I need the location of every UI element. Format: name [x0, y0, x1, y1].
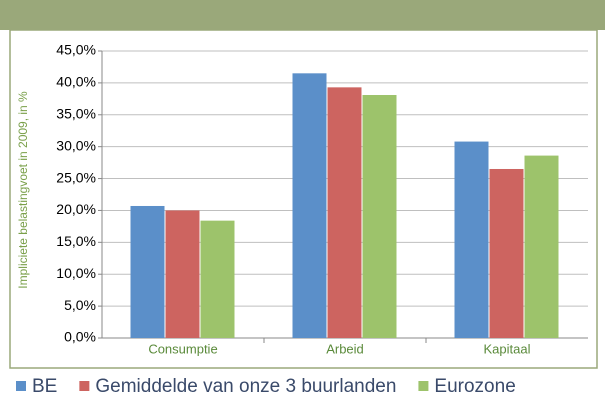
y-tick-label: 15,0% [56, 233, 96, 249]
frame [9, 29, 598, 369]
y-tick-label: 20,0% [56, 201, 96, 217]
x-tick-label: Consumptie [148, 341, 217, 356]
bar [489, 168, 524, 338]
legend-swatch [16, 381, 26, 391]
bar [327, 87, 362, 338]
x-tick-label: Kapitaal [484, 341, 531, 356]
y-tick-label: 45,0% [56, 42, 96, 58]
bar [524, 155, 559, 338]
bar [362, 95, 397, 338]
y-axis-label: Impliciete belastingvoet in 2009, in % [16, 91, 30, 289]
y-tick-label: 5,0% [64, 297, 96, 313]
y-tick-label: 40,0% [56, 74, 96, 90]
bar [165, 210, 200, 338]
bar [200, 220, 235, 338]
legend-swatch [418, 381, 429, 391]
x-tick-label: Arbeid [326, 341, 364, 356]
header-band [0, 0, 605, 30]
legend-label: Eurozone [434, 376, 515, 397]
bar [454, 141, 489, 338]
legend-label: Gemiddelde van onze 3 buurlanden [95, 376, 396, 397]
legend-swatch [79, 381, 90, 391]
y-tick-label: 35,0% [56, 105, 96, 121]
y-tick-label: 0,0% [64, 329, 96, 345]
y-tick-label: 25,0% [56, 169, 96, 185]
bar [292, 73, 327, 339]
bar [130, 205, 165, 338]
legend-label: BE [32, 376, 57, 397]
y-tick-label: 10,0% [56, 265, 96, 281]
y-tick-label: 30,0% [56, 137, 96, 153]
